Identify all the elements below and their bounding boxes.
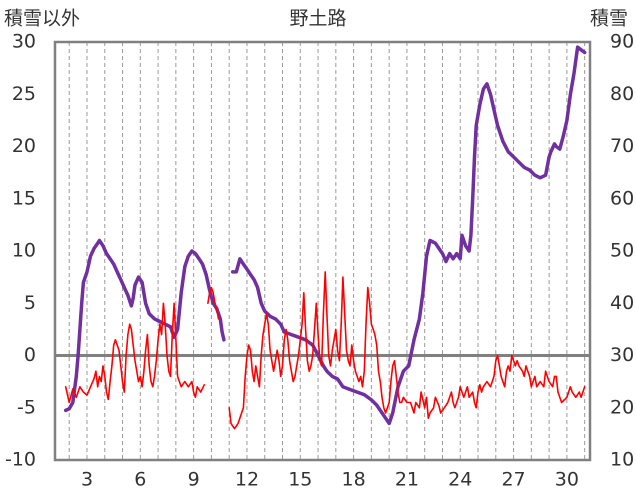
y-right-tick-label: 20	[610, 396, 634, 418]
x-tick-label: 15	[288, 469, 312, 491]
y-left-tick-label: 0	[24, 344, 36, 366]
y-left-tick-label: 5	[24, 292, 36, 314]
vertical-grid	[68, 42, 586, 460]
x-tick-label: 27	[501, 469, 525, 491]
series-group	[63, 45, 587, 430]
y-left-tick-label: 10	[12, 240, 36, 262]
y-left-tick-label: -10	[5, 449, 36, 471]
y-left-tick-label: 25	[12, 83, 36, 105]
x-tick-label: 18	[342, 469, 366, 491]
x-tick-label: 21	[395, 469, 419, 491]
x-tick-label: 6	[134, 469, 146, 491]
x-tick-label: 3	[81, 469, 93, 491]
x-tick-label: 24	[448, 469, 472, 491]
y-right-tick-label: 30	[610, 344, 634, 366]
series-line-other	[228, 271, 586, 430]
right-axis-label: 積雪	[590, 8, 628, 30]
y-right-tick-label: 60	[610, 187, 634, 209]
y-right-tick-label: 50	[610, 240, 634, 262]
series-line-snow	[230, 45, 587, 426]
y-left-tick-label: 30	[12, 31, 36, 53]
y-right-tick-label: 10	[610, 449, 634, 471]
series-line-snow	[63, 238, 226, 413]
series-line-other	[64, 302, 206, 404]
y-right-tick-label: 40	[610, 292, 634, 314]
y-right-tick-label: 80	[610, 83, 634, 105]
y-right-tick-label: 70	[610, 135, 634, 157]
series-line-other	[207, 286, 220, 320]
x-tick-label: 9	[188, 469, 200, 491]
x-tick-label: 30	[555, 469, 579, 491]
tick-labels: 3 6 9 12 15 18 21 24 27 30302520151050-5-10908070…	[5, 31, 634, 491]
y-right-tick-label: 90	[610, 31, 634, 53]
y-left-tick-label: 15	[12, 187, 36, 209]
y-left-tick-label: 20	[12, 135, 36, 157]
x-tick-label: 12	[235, 469, 259, 491]
left-axis-label: 積雪以外	[4, 8, 80, 30]
plot-frame	[53, 40, 592, 462]
chart-title: 野土路	[289, 8, 346, 30]
y-left-tick-label: -5	[17, 396, 36, 418]
